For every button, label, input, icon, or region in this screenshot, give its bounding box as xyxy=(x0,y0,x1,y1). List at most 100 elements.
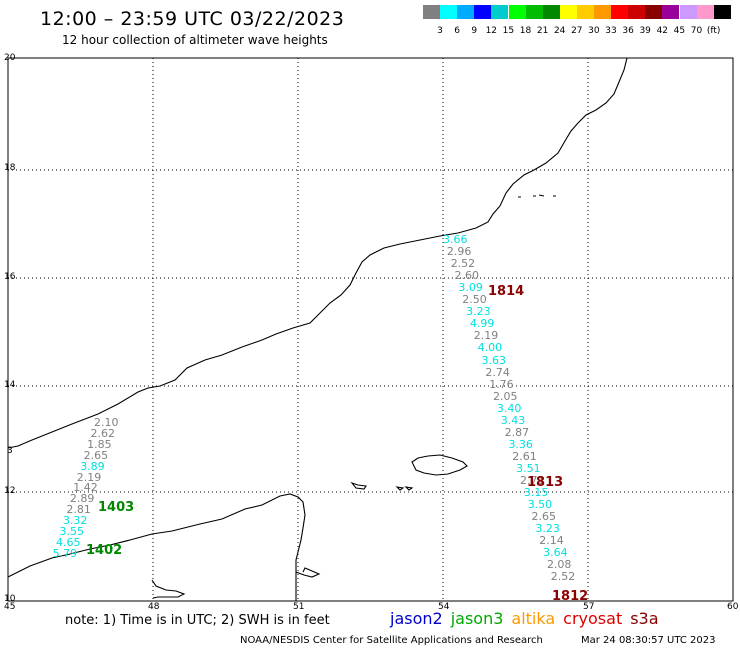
wave-height-value: 2.65 xyxy=(83,448,109,462)
latitude-label: 12 xyxy=(4,486,16,496)
wave-height-value: 2.74 xyxy=(485,365,510,379)
wave-height-value: 2.19 xyxy=(473,329,499,343)
wave-height-value: 3.09 xyxy=(458,281,483,295)
color-scale-label: 70 xyxy=(690,26,703,36)
wave-height-value: 2.14 xyxy=(539,534,564,548)
wave-height-value: 2.61 xyxy=(512,449,537,463)
wave-height-value: 4.00 xyxy=(477,341,503,355)
color-scale-label: 36 xyxy=(622,26,634,36)
color-scale-label: (ft) xyxy=(706,26,721,36)
color-swatch xyxy=(559,5,577,19)
color-swatch xyxy=(491,5,509,19)
pass-time-label: 1814 xyxy=(488,284,525,299)
pass-time-label: 1402 xyxy=(86,543,123,558)
wave-height-value: 2.71 xyxy=(520,474,545,487)
color-scale-label: 39 xyxy=(639,26,651,36)
wave-height-value: 2.52 xyxy=(550,570,576,584)
wave-height-value: 3.36 xyxy=(508,437,533,451)
color-scale-label: 21 xyxy=(536,26,549,36)
wave-height-value: 4.99 xyxy=(469,317,495,331)
color-swatch xyxy=(713,5,731,19)
color-scale-label: 15 xyxy=(502,26,515,36)
satellite-legend: jason2 jason3 altika cryosat s3a xyxy=(390,609,667,628)
wave-height-value: 3.23 xyxy=(535,522,560,536)
map-frame xyxy=(7,57,734,602)
wave-height-value: 3.32 xyxy=(62,514,88,528)
wave-height-value: 3.66 xyxy=(443,233,468,246)
color-swatch xyxy=(474,5,492,19)
wave-height-value: 3.89 xyxy=(80,459,105,473)
wave-height-value: 2.96 xyxy=(446,245,472,259)
longitude-label: 48 xyxy=(148,602,160,612)
wave-height-value: 1.42 xyxy=(73,481,98,495)
samhah-island xyxy=(395,486,405,491)
wave-height-value: 2.10 xyxy=(94,416,119,429)
wave-height-value: 2.50 xyxy=(462,293,487,307)
color-scale-label: 27 xyxy=(571,26,583,36)
wave-height-value: 2.65 xyxy=(531,510,557,524)
wave-height-value: 3.51 xyxy=(516,461,541,475)
wave-height-value: 3.55 xyxy=(59,525,85,538)
somali-coastline xyxy=(7,493,321,578)
latitude-label: 18 xyxy=(4,163,16,173)
color-swatch xyxy=(645,5,663,19)
color-scale-label: 6 xyxy=(454,26,460,36)
wave-height-value: 3.40 xyxy=(496,401,522,415)
wave-height-value: 3.15 xyxy=(523,486,549,500)
latitude-label: 10 xyxy=(4,594,16,604)
longitude-label: 54 xyxy=(438,602,450,612)
wave-height-value: 3.50 xyxy=(527,498,553,512)
pass-time-label: 1403 xyxy=(98,500,135,515)
color-swatch xyxy=(542,5,560,19)
longitude-label: 60 xyxy=(727,602,739,612)
satellite-legend-entry: jason2 xyxy=(390,609,443,628)
satellite-legend-entry: s3a xyxy=(630,609,659,628)
arabian-coastline xyxy=(7,57,628,449)
wave-height-value: 2.60 xyxy=(454,269,480,283)
wave-height-value: 3.43 xyxy=(500,413,526,427)
wave-height-value: 3.23 xyxy=(466,305,491,319)
color-swatch xyxy=(525,5,543,19)
wave-height-value: 2.62 xyxy=(90,426,116,440)
color-swatch xyxy=(423,5,440,19)
wave-height-value: 2.81 xyxy=(66,503,91,517)
wave-height-value: 2.08 xyxy=(546,558,572,572)
satellite-legend-entry: cryosat xyxy=(563,609,623,628)
longitude-label: 45 xyxy=(4,602,16,612)
satellite-legend-entry: jason3 xyxy=(450,609,504,628)
footer-note: note: 1) Time is in UTC; 2) SWH is in fe… xyxy=(65,613,330,628)
wave-height-value: 5.79 xyxy=(52,546,78,560)
wave-height-value: 3.63 xyxy=(481,353,507,367)
color-swatch xyxy=(457,5,475,19)
wave-height-value: 4.65 xyxy=(56,535,81,549)
credit-line: NOAA/NESDIS Center for Satellite Applica… xyxy=(240,635,543,646)
color-scale-label: 18 xyxy=(519,26,532,36)
latitude-side-label: 3 xyxy=(7,446,13,456)
color-scale-label: 33 xyxy=(605,26,617,36)
pass-time-label: 1812 xyxy=(552,589,589,604)
map-title: 12:00 – 23:59 UTC 03/22/2023 xyxy=(40,8,345,30)
bottom-left-landmass xyxy=(151,579,186,599)
coastline xyxy=(7,57,628,601)
satellite-legend-entry: altika xyxy=(511,609,556,628)
latitude-label: 16 xyxy=(4,272,16,282)
longitude-label: 57 xyxy=(583,602,595,612)
kuria-muria-islands xyxy=(518,194,556,198)
color-scale-label: 30 xyxy=(588,26,600,36)
color-swatch xyxy=(628,5,646,19)
color-swatch xyxy=(696,5,714,19)
color-swatch xyxy=(508,5,526,19)
wave-height-value: 2.89 xyxy=(69,492,95,506)
color-swatch xyxy=(576,5,594,19)
map-subtitle: 12 hour collection of altimeter wave hei… xyxy=(62,33,328,47)
wave-height-value: 2.87 xyxy=(504,425,530,439)
color-swatch xyxy=(611,5,629,19)
latitude-label: 20 xyxy=(4,53,16,63)
color-scale-label: 3 xyxy=(437,26,443,36)
abd-al-kuri-island xyxy=(350,481,367,490)
color-swatch xyxy=(662,5,680,19)
wave-height-value: 3.64 xyxy=(543,546,568,560)
wave-height-value: 2.19 xyxy=(76,470,102,484)
pass-time-label: 1813 xyxy=(527,475,564,490)
